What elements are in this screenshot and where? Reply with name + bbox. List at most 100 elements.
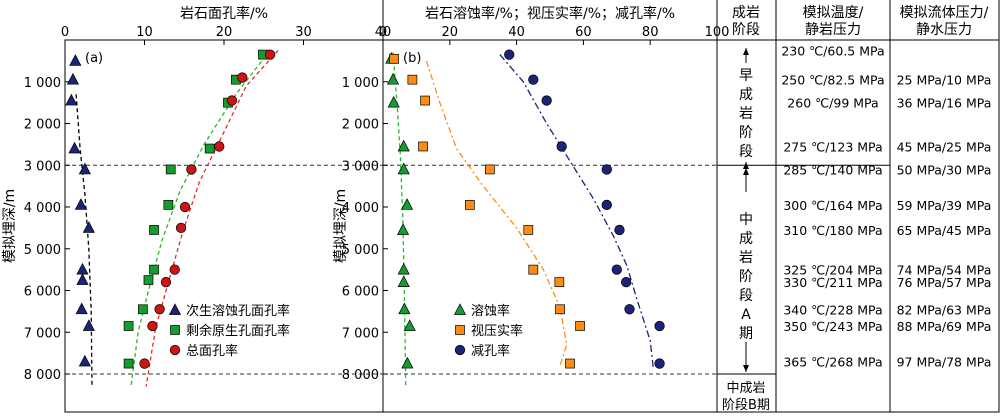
data-point-circle (237, 72, 248, 83)
data-point-circle (226, 95, 238, 106)
temp-row: 330 ℃/211 MPa (783, 275, 882, 290)
data-point-square (575, 321, 585, 331)
legend-marker (453, 303, 467, 315)
x-axis-title: 岩石面孔率/% (180, 5, 268, 22)
data-point-triangle (82, 319, 95, 331)
data-point-triangle (387, 95, 400, 108)
y-tick-label: 2 000 (342, 118, 379, 133)
data-point-circle (601, 199, 612, 211)
legend-label: 溶蚀率 (471, 303, 510, 319)
data-point-circle (504, 49, 515, 60)
temp-row: 340 ℃/228 MPa (783, 302, 882, 317)
legend-label: 减孔率 (471, 343, 510, 359)
data-point-circle (541, 95, 552, 106)
temp-row: 260 ℃/99 MPa (787, 96, 878, 111)
middleA-arrow-down-head (743, 365, 749, 372)
data-point-circle (186, 164, 197, 175)
pressure-row: 25 MPa/10 MPa (897, 73, 992, 88)
y-tick-label: 7 000 (342, 326, 379, 341)
data-point-circle (214, 141, 225, 152)
data-point-square (123, 321, 134, 331)
y-tick-label: 4 000 (24, 201, 61, 216)
middleA-arrow-up-head (743, 168, 749, 175)
data-point-triangle (76, 262, 89, 275)
legend-label: 总面孔率 (186, 343, 238, 359)
middleA-stage-char: 岩 (739, 250, 753, 266)
y-tick-label: 4 000 (342, 201, 379, 216)
x-tick-label: 40 (375, 25, 392, 40)
middleA-stage-char: 中 (739, 212, 753, 228)
x-tick-label: 0 (379, 25, 387, 40)
panel-label: (b) (403, 51, 421, 66)
data-point-square (555, 304, 565, 315)
data-point-square (407, 74, 418, 85)
legend-marker (455, 325, 465, 335)
y-tick-label: 8 000 (342, 368, 379, 383)
trend-line-3 (499, 54, 655, 370)
y-tick-label: 3 000 (24, 159, 61, 174)
stage-header-line: 阶段 (732, 22, 760, 38)
temp-row: 285 ℃/140 MPa (783, 162, 882, 177)
y-axis-title: 模拟埋深/m (2, 189, 18, 263)
x-tick-label: 20 (442, 25, 459, 40)
pressure-row: 59 MPa/39 MPa (897, 198, 992, 213)
data-point-square (149, 264, 159, 275)
trend-line-3 (145, 49, 279, 387)
data-point-triangle (69, 54, 82, 66)
pressure-row: 97 MPa/78 MPa (897, 354, 992, 369)
data-point-circle (175, 222, 187, 234)
data-point-circle (528, 74, 539, 85)
data-point-triangle (397, 262, 410, 275)
data-point-circle (154, 304, 165, 315)
data-point-triangle (397, 275, 410, 287)
middleB-stage-line: 中成岩 (726, 381, 765, 396)
temp-row: 230 ℃/60.5 MPa (781, 43, 884, 58)
pressure-row: 65 MPa/45 MPa (897, 223, 992, 238)
temperature-column: 模拟温度/静岩压力 230 ℃/60.5 MPa 250 ℃/82.5 MPa 260… (781, 5, 884, 369)
data-point-triangle (74, 198, 87, 210)
pressure-row: 74 MPa/54 MPa (897, 263, 992, 278)
early-stage-char: 阶 (739, 125, 753, 141)
y-tick-label: 5 000 (342, 243, 379, 258)
data-point-triangle (68, 141, 81, 154)
trend-line-2 (425, 60, 568, 366)
data-point-triangle (400, 198, 414, 210)
y-tick-label: 2 000 (24, 118, 61, 133)
x-tick-label: 100 (705, 25, 730, 40)
early-stage-char: 段 (739, 144, 753, 160)
pressure-row: 36 MPa/16 MPa (897, 96, 992, 111)
y-tick-label: 7 000 (24, 326, 61, 341)
data-point-square (389, 53, 399, 64)
legend-marker (454, 344, 466, 356)
chart-panel-0: 0 10 20 30 40 岩石面孔率/% 1 000 2 000 3 000 4 000 5 00… (2, 5, 391, 387)
y-tick-label: 6 000 (342, 285, 379, 300)
data-point-circle (556, 141, 567, 152)
data-point-square (143, 275, 154, 285)
y-tick-label: 5 000 (24, 243, 61, 258)
data-point-square (163, 200, 174, 210)
pressure-column: 模拟流体压力/静水压力 25 MPa/10 MPa 36 MPa/16 MPa 45 … (897, 5, 992, 369)
pressure-row: 82 MPa/63 MPa (897, 302, 992, 317)
data-point-triangle (396, 223, 410, 235)
temp-row: 310 ℃/180 MPa (783, 223, 882, 238)
middleA-stage-char: 成 (739, 231, 753, 247)
middleA-stage-char: 段 (739, 288, 753, 304)
early-stage-char: 早 (739, 68, 753, 84)
data-point-triangle (78, 162, 91, 175)
legend-marker (170, 325, 180, 335)
pressure-row: 45 MPa/25 MPa (897, 139, 992, 154)
early-stage-arrow-up-head (743, 48, 749, 55)
data-point-square (528, 264, 539, 275)
data-point-circle (654, 358, 665, 369)
data-point-triangle (386, 72, 400, 85)
data-point-triangle (76, 273, 89, 285)
x-tick-label: 40 (508, 25, 525, 40)
pressure-row: 88 MPa/69 MPa (897, 319, 992, 334)
data-point-circle (624, 304, 635, 315)
y-tick-label: 8 000 (24, 368, 61, 383)
data-point-triangle (75, 302, 88, 315)
x-tick-label: 30 (295, 25, 312, 40)
